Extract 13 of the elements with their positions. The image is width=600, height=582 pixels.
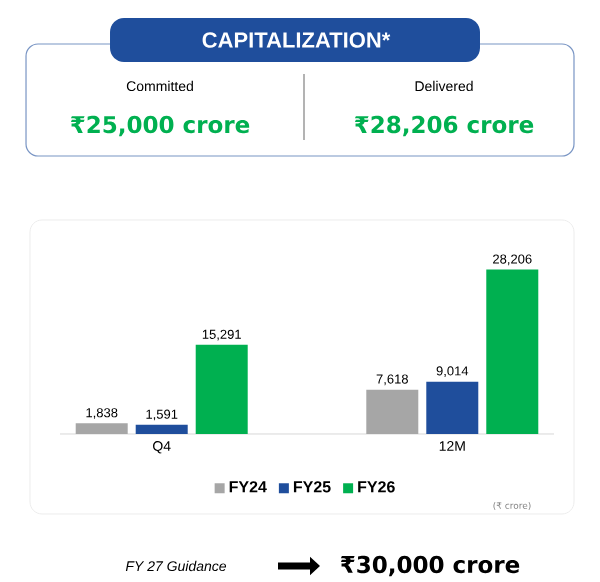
chart-title: CAPITALIZATION* [202,32,391,48]
bar [75,423,128,434]
bar [366,389,419,434]
text: ₹28,206 crore [354,115,534,137]
bar [486,269,539,434]
text: ₹30,000 crore [340,555,520,577]
legend-label: FY26 [358,481,395,493]
bar [135,424,188,434]
text: ₹25,000 crore [70,115,250,137]
legend-label: FY24 [229,481,267,493]
legend-label: FY25 [293,481,331,493]
bar [426,381,479,434]
bar [195,344,248,434]
